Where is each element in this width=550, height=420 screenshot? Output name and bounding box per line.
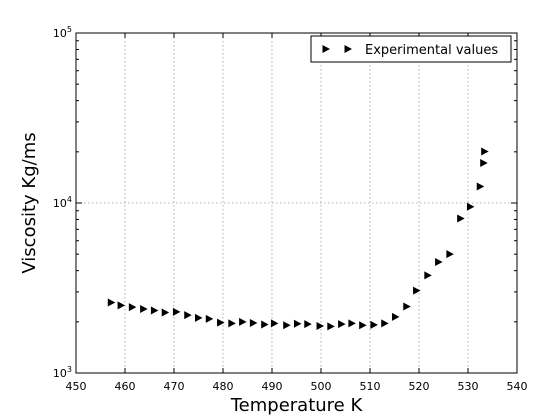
x-tick-label: 480	[213, 380, 234, 393]
data-point	[457, 214, 465, 223]
data-point	[172, 307, 181, 316]
data-point	[293, 319, 302, 328]
legend-label: Experimental values	[365, 43, 498, 58]
data-point	[435, 257, 443, 266]
x-tick-label: 540	[507, 380, 528, 393]
x-tick-label: 510	[360, 380, 381, 393]
data-point	[283, 321, 291, 330]
y-axis-label: Viscosity Kg/ms	[19, 132, 40, 273]
data-point	[205, 314, 214, 323]
y-tick-labels: 103 104 105	[53, 25, 72, 380]
x-tick-label: 520	[409, 380, 430, 393]
data-point	[107, 298, 116, 307]
data-point	[359, 321, 367, 330]
data-point	[413, 286, 421, 295]
grid-lines	[76, 33, 517, 373]
data-point	[117, 301, 126, 310]
data-point	[150, 306, 159, 315]
data-point	[446, 250, 454, 259]
data-point	[316, 322, 325, 331]
data-point	[424, 271, 432, 280]
legend: Experimental values	[310, 35, 512, 63]
x-tick-label: 500	[311, 380, 332, 393]
data-point	[481, 147, 489, 156]
data-point	[270, 319, 279, 328]
x-tick-label: 450	[66, 380, 87, 393]
x-tick-label: 490	[262, 380, 283, 393]
data-point	[338, 320, 346, 329]
y-tick-label: 105	[53, 25, 72, 40]
legend-box	[310, 35, 512, 63]
data-point	[370, 320, 378, 329]
data-point	[381, 319, 389, 328]
data-point	[327, 322, 335, 331]
data-point	[249, 318, 258, 327]
data-point	[466, 202, 475, 211]
data-point	[403, 302, 411, 311]
legend-marker-icon	[322, 45, 330, 53]
data-point	[140, 304, 148, 313]
data-point	[161, 308, 170, 317]
data-point	[217, 318, 225, 327]
plot-frame	[75, 32, 518, 374]
data-point	[261, 320, 269, 329]
x-tick-label: 530	[458, 380, 479, 393]
x-axis-label: Temperature K	[230, 395, 364, 416]
data-point	[480, 158, 488, 167]
data-point	[239, 317, 247, 326]
y-tick-label: 104	[53, 195, 72, 210]
data-point	[128, 303, 137, 312]
data-point	[228, 319, 236, 328]
data-point	[184, 311, 192, 320]
data-point	[195, 313, 203, 322]
data-point	[348, 319, 356, 328]
data-points	[107, 147, 489, 331]
x-tick-label: 470	[164, 380, 185, 393]
data-point	[391, 312, 400, 321]
legend-marker-icon	[344, 45, 352, 53]
x-tick-label: 460	[115, 380, 136, 393]
data-point	[476, 182, 485, 191]
y-tick-label: 103	[53, 365, 72, 380]
data-point	[304, 320, 312, 329]
x-tick-labels: 450 460 470 480 490 500 510 520 530 540	[66, 380, 528, 393]
